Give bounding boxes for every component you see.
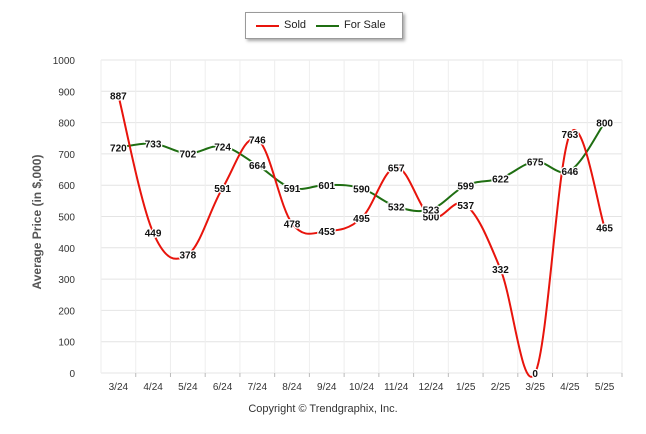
data-label-for-sale: 800	[596, 119, 613, 130]
data-label-for-sale: 720	[110, 144, 127, 155]
data-label-for-sale: 601	[318, 181, 335, 192]
data-label-sold: 378	[179, 251, 196, 262]
data-label-sold: 478	[284, 219, 301, 230]
data-label-for-sale: 532	[388, 202, 405, 213]
x-tick-label: 12/24	[418, 382, 443, 393]
data-label-for-sale: 622	[492, 174, 509, 185]
legend-sold-label: Sold	[284, 19, 307, 31]
data-label-sold: 887	[110, 91, 127, 102]
x-tick-label: 6/24	[213, 382, 233, 393]
y-axis: 0 100 200 300 400 500 600 700 800 900 1000	[53, 56, 76, 380]
y-tick-label: 500	[58, 213, 75, 224]
data-label-for-sale: 591	[284, 184, 301, 195]
data-label-sold: 332	[492, 265, 509, 276]
x-tick-label: 11/24	[384, 382, 409, 393]
x-tick-label: 4/25	[560, 382, 580, 393]
x-tick-label: 3/24	[109, 382, 129, 393]
data-label-sold: 0	[532, 369, 538, 380]
copyright-text: Copyright © Trendgraphix, Inc.	[248, 403, 398, 415]
grid-lines	[100, 59, 623, 374]
data-label-sold: 500	[423, 213, 440, 224]
x-tick-label: 1/25	[456, 382, 476, 393]
data-label-sold: 591	[214, 184, 231, 195]
data-labels: 887 449 378 591 746 478 453 495 657 500 537 332 0 763…	[109, 90, 615, 381]
legend: Sold For Sale	[245, 12, 403, 39]
y-tick-label: 700	[58, 150, 75, 161]
x-axis: 3/24 4/24 5/24 6/24 7/24 8/24 9/24 10/24 11/24 12…	[109, 373, 623, 393]
data-label-for-sale: 733	[145, 140, 162, 151]
y-tick-label: 100	[58, 338, 75, 349]
legend-sold-swatch	[256, 25, 279, 27]
x-tick-label: 4/24	[143, 382, 163, 393]
data-label-for-sale: 646	[562, 167, 579, 178]
y-tick-label: 900	[58, 87, 75, 98]
series-line-sold	[117, 95, 606, 378]
x-tick-label: 2/25	[491, 382, 511, 393]
data-label-for-sale: 702	[179, 149, 196, 160]
series-line-for-sale	[118, 122, 606, 213]
y-tick-label: 200	[58, 306, 75, 317]
y-tick-label: 800	[58, 119, 75, 130]
x-tick-label: 5/24	[178, 382, 198, 393]
data-label-sold: 449	[145, 228, 162, 239]
legend-for-sale-label: For Sale	[344, 19, 386, 31]
data-label-for-sale: 675	[527, 158, 544, 169]
y-tick-label: 300	[58, 275, 75, 286]
y-tick-label: 400	[58, 244, 75, 255]
data-label-sold: 763	[562, 130, 579, 141]
x-tick-label: 9/24	[317, 382, 337, 393]
data-label-sold: 657	[388, 163, 405, 174]
y-tick-label: 1000	[53, 56, 76, 67]
x-tick-label: 7/24	[248, 382, 268, 393]
data-label-sold: 537	[457, 201, 474, 212]
x-tick-label: 5/25	[595, 382, 615, 393]
y-axis-title: Average Price (in $,000)	[30, 155, 44, 290]
legend-for-sale-swatch	[316, 25, 339, 27]
series-lines	[117, 95, 606, 378]
data-label-for-sale: 599	[457, 182, 474, 193]
data-label-sold: 746	[249, 136, 266, 147]
data-label-for-sale: 523	[423, 205, 440, 216]
data-label-for-sale: 724	[214, 142, 231, 153]
data-label-for-sale: 664	[249, 161, 266, 172]
data-label-sold: 495	[353, 214, 370, 225]
y-tick-label: 600	[58, 181, 75, 192]
x-tick-label: 3/25	[525, 382, 545, 393]
x-tick-label: 10/24	[349, 382, 374, 393]
y-tick-label: 0	[69, 369, 75, 380]
data-label-for-sale: 590	[353, 184, 370, 195]
x-tick-label: 8/24	[282, 382, 302, 393]
data-label-sold: 465	[596, 223, 613, 234]
data-label-sold: 453	[318, 227, 335, 238]
